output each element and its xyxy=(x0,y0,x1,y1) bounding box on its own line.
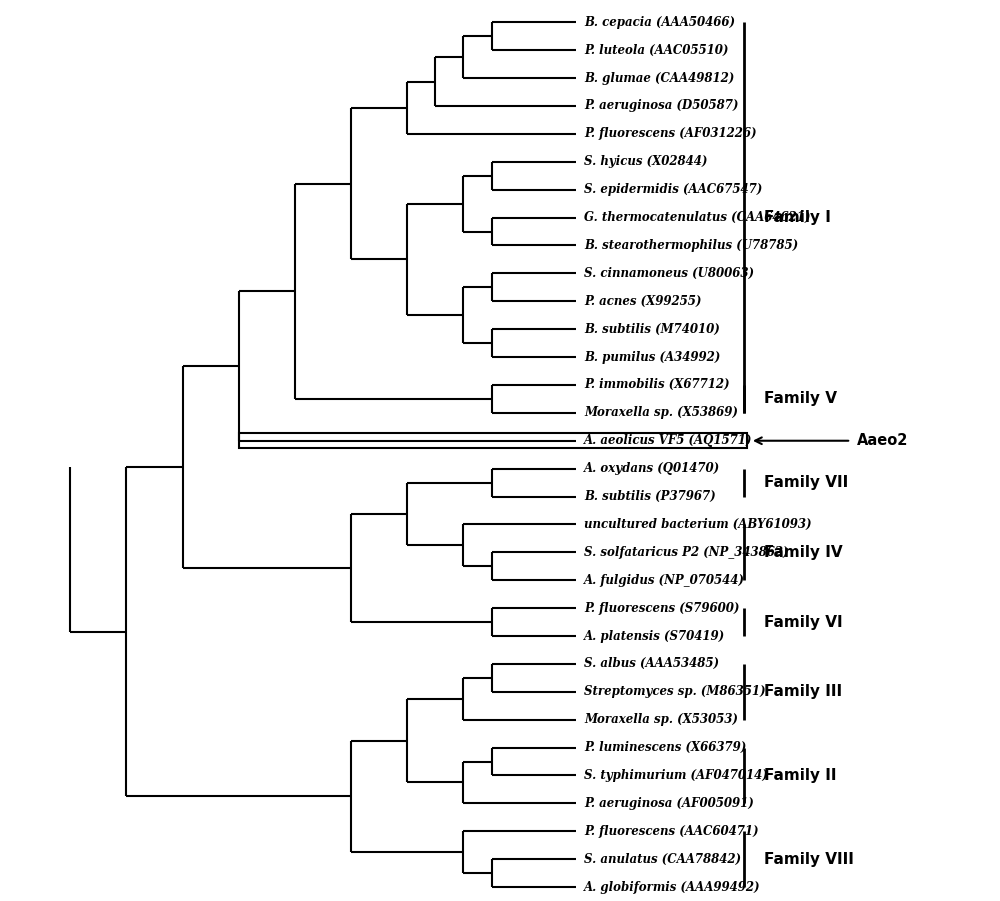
Text: G. thermocatenulatus (CAA64621): G. thermocatenulatus (CAA64621) xyxy=(584,211,811,224)
Text: P. fluorescens (AF031226): P. fluorescens (AF031226) xyxy=(584,127,757,141)
Text: A. aeolicus VF5 (AQ1571): A. aeolicus VF5 (AQ1571) xyxy=(584,434,753,447)
Text: S. hyicus (X02844): S. hyicus (X02844) xyxy=(584,155,708,168)
Text: S. cinnamoneus (U80063): S. cinnamoneus (U80063) xyxy=(584,267,754,280)
Text: A. fulgidus (NP_070544): A. fulgidus (NP_070544) xyxy=(584,574,745,587)
Text: Aaeo2: Aaeo2 xyxy=(857,433,908,448)
Text: A. globiformis (AAA99492): A. globiformis (AAA99492) xyxy=(584,880,761,894)
Text: S. albus (AAA53485): S. albus (AAA53485) xyxy=(584,658,719,670)
Text: S. epidermidis (AAC67547): S. epidermidis (AAC67547) xyxy=(584,183,763,196)
Text: Family VIII: Family VIII xyxy=(764,851,854,867)
Text: Moraxella sp. (X53869): Moraxella sp. (X53869) xyxy=(584,406,738,419)
Text: B. stearothermophilus (U78785): B. stearothermophilus (U78785) xyxy=(584,239,798,252)
Text: P. luminescens (X66379): P. luminescens (X66379) xyxy=(584,742,747,754)
Text: Family IV: Family IV xyxy=(764,545,843,560)
Text: P. fluorescens (S79600): P. fluorescens (S79600) xyxy=(584,602,740,614)
Text: Family I: Family I xyxy=(764,210,831,225)
Text: P. aeruginosa (D50587): P. aeruginosa (D50587) xyxy=(584,99,739,113)
Text: Moraxella sp. (X53053): Moraxella sp. (X53053) xyxy=(584,714,738,726)
Text: Family III: Family III xyxy=(764,684,842,699)
Text: P. aeruginosa (AF005091): P. aeruginosa (AF005091) xyxy=(584,796,754,810)
Text: S. typhimurium (AF047014): S. typhimurium (AF047014) xyxy=(584,769,768,782)
Text: Family VI: Family VI xyxy=(764,614,843,630)
Text: P. immobilis (X67712): P. immobilis (X67712) xyxy=(584,378,730,391)
Text: uncultured bacterium (ABY61093): uncultured bacterium (ABY61093) xyxy=(584,518,812,531)
Text: B. pumilus (A34992): B. pumilus (A34992) xyxy=(584,350,721,363)
Text: A. platensis (S70419): A. platensis (S70419) xyxy=(584,630,725,642)
Text: P. luteola (AAC05510): P. luteola (AAC05510) xyxy=(584,44,729,57)
Text: Family II: Family II xyxy=(764,768,837,783)
Text: S. anulatus (CAA78842): S. anulatus (CAA78842) xyxy=(584,852,741,866)
Text: B. glumae (CAA49812): B. glumae (CAA49812) xyxy=(584,71,735,85)
Text: B. subtilis (M74010): B. subtilis (M74010) xyxy=(584,323,720,336)
Text: P. acnes (X99255): P. acnes (X99255) xyxy=(584,295,702,308)
Text: P. fluorescens (AAC60471): P. fluorescens (AAC60471) xyxy=(584,824,759,838)
Text: Streptomyces sp. (M86351): Streptomyces sp. (M86351) xyxy=(584,686,766,698)
Text: Family VII: Family VII xyxy=(764,475,848,490)
Text: B. cepacia (AAA50466): B. cepacia (AAA50466) xyxy=(584,16,735,29)
Text: B. subtilis (P37967): B. subtilis (P37967) xyxy=(584,490,716,503)
Text: A. oxydans (Q01470): A. oxydans (Q01470) xyxy=(584,462,720,475)
Text: Family V: Family V xyxy=(764,391,837,406)
Text: S. solfataricus P2 (NP_343862): S. solfataricus P2 (NP_343862) xyxy=(584,546,789,559)
